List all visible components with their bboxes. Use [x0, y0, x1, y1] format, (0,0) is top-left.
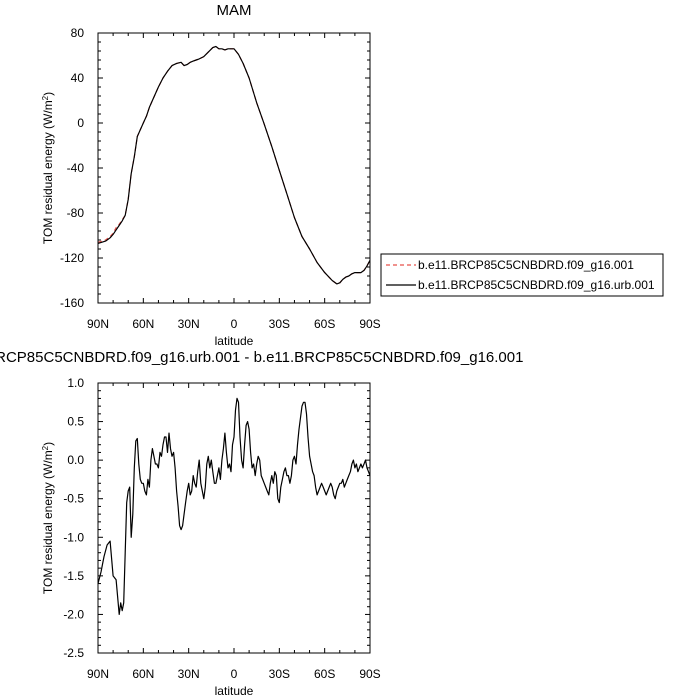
bottom-y-tick-label: -1.0 — [63, 530, 84, 544]
top-y-tick-label: 80 — [71, 26, 85, 40]
bottom-y-tick-label: 0.5 — [67, 415, 84, 429]
top-x-tick-label: 0 — [231, 317, 238, 331]
bottom-x-tick-label: 30N — [178, 667, 200, 681]
bottom-chart-title: b.e11.BRCP85C5CNBDRD.f09_g16.urb.001 - b… — [0, 349, 523, 366]
top-x-tick-label: 90S — [359, 317, 380, 331]
top-y-tick-label: 40 — [71, 71, 85, 85]
bottom-x-tick-label: 0 — [231, 667, 238, 681]
bottom-y-tick-label: 1.0 — [67, 376, 84, 390]
bottom-series-group — [97, 397, 371, 616]
bottom-ylabel: TOM residual energy (W/m2) — [41, 442, 56, 594]
bottom-chart: b.e11.BRCP85C5CNBDRD.f09_g16.urb.001 - b… — [0, 349, 523, 698]
top-y-tick-label: -80 — [67, 206, 85, 220]
top-ylabel: TOM residual energy (W/m2) — [41, 92, 56, 244]
top-chart-title: MAM — [217, 2, 252, 19]
top-axes: 90N 60N 30N 0 30S 60S 90S -160 -120 -80 -40 0 40 80 — [60, 26, 381, 331]
legend-box — [380, 253, 664, 297]
bottom-xlabel: latitude — [215, 684, 254, 698]
legend: b.e11.BRCP85C5CNBDRD.f09_g16.001 b.e11.B… — [380, 253, 664, 297]
bottom-x-tick-label: 60S — [314, 667, 335, 681]
bottom-y-tick-label: -1.5 — [63, 569, 84, 583]
bottom-x-tick-label: 30S — [269, 667, 290, 681]
legend-label-series-1: b.e11.BRCP85C5CNBDRD.f09_g16.001 — [418, 258, 634, 272]
top-x-tick-label: 30S — [269, 317, 290, 331]
top-y-tick-label: -160 — [60, 296, 84, 310]
top-x-tick-label: 60N — [132, 317, 154, 331]
top-y-tick-label: 0 — [77, 116, 84, 130]
bottom-x-tick-label: 90S — [359, 667, 380, 681]
bottom-y-tick-label: -2.5 — [63, 646, 84, 660]
bottom-y-tick-label: -0.5 — [63, 492, 84, 506]
legend-label-series-2: b.e11.BRCP85C5CNBDRD.f09_g16.urb.001 — [418, 278, 655, 292]
top-x-tick-label: 30N — [178, 317, 200, 331]
bottom-axes: 90N 60N 30N 0 30S 60S 90S -2.5 -2.0 -1.5 -1.0 -0.5 0… — [63, 376, 380, 681]
top-x-tick-label: 60S — [314, 317, 335, 331]
top-x-tick-label: 90N — [87, 317, 109, 331]
top-series-line-2 — [97, 45, 371, 285]
bottom-x-tick-label: 60N — [132, 667, 154, 681]
bottom-series-line-1 — [97, 397, 371, 616]
top-plot-frame — [97, 32, 371, 304]
top-series-line-1 — [97, 45, 371, 285]
top-series-group — [97, 45, 371, 285]
bottom-y-tick-label: 0.0 — [67, 453, 84, 467]
top-chart: MAM 90N 60N 30N 0 30S 60S 90S -160 -120 -80 -40 0 40… — [41, 2, 664, 348]
top-y-tick-label: -120 — [60, 251, 84, 265]
top-y-tick-label: -40 — [67, 161, 85, 175]
bottom-x-tick-label: 90N — [87, 667, 109, 681]
top-xlabel: latitude — [215, 334, 254, 348]
bottom-y-tick-label: -2.0 — [63, 607, 84, 621]
bottom-plot-frame — [97, 382, 371, 654]
